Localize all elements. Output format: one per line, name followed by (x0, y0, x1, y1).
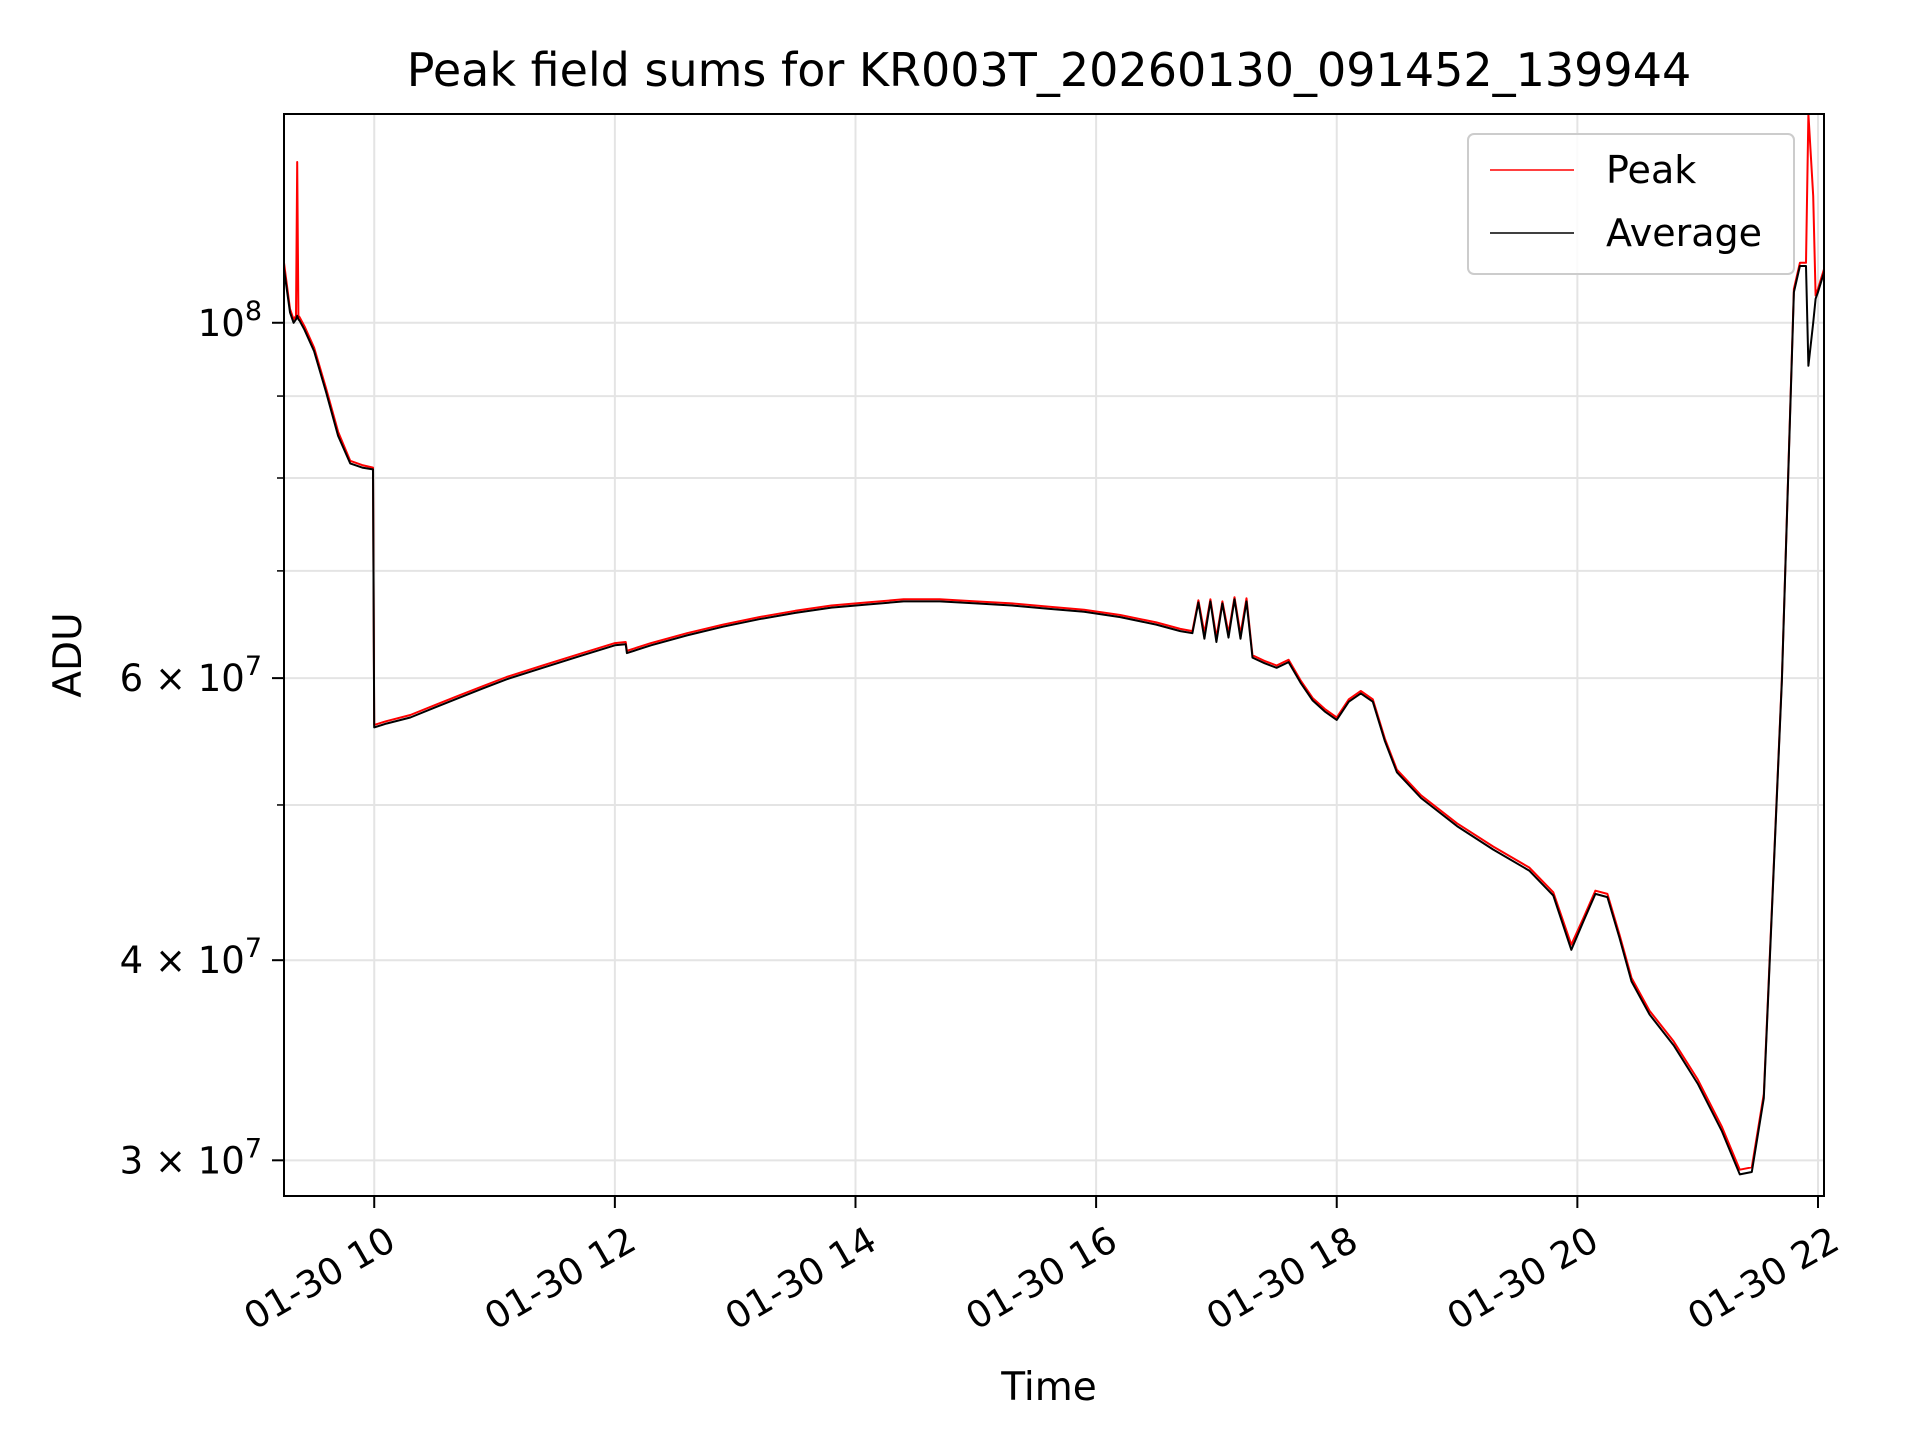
y-tick-label-exponent: 7 (245, 651, 262, 682)
y-tick-label-base: 6 × 10 (120, 657, 245, 700)
chart-title: Peak field sums for KR003T_20260130_0914… (407, 43, 1691, 97)
grid (284, 114, 1824, 1196)
x-axis-label: Time (1000, 1365, 1096, 1410)
legend-label-average: Average (1606, 211, 1762, 255)
y-tick-label-exponent: 7 (245, 1133, 262, 1164)
y-tick-label-exponent: 7 (245, 933, 262, 964)
legend-label-peak: Peak (1606, 148, 1696, 192)
legend: Peak Average (1467, 133, 1795, 275)
legend-frame (1467, 133, 1795, 275)
series-line-average (284, 265, 1824, 1176)
y-tick-label: 6 × 107 (120, 651, 262, 700)
y-tick-label: 3 × 107 (120, 1133, 262, 1182)
y-axis-label: ADU (46, 612, 91, 697)
plot-area-frame (283, 113, 1825, 1197)
y-tick-label-exponent: 8 (245, 296, 262, 327)
y-tick-label-base: 4 × 10 (120, 939, 245, 982)
y-tick-label: 108 (198, 296, 262, 345)
series-lines (284, 114, 1824, 1176)
y-tick-label: 4 × 107 (120, 933, 262, 982)
y-tick-label-base: 10 (198, 302, 245, 345)
y-tick-label-base: 3 × 10 (120, 1139, 245, 1182)
